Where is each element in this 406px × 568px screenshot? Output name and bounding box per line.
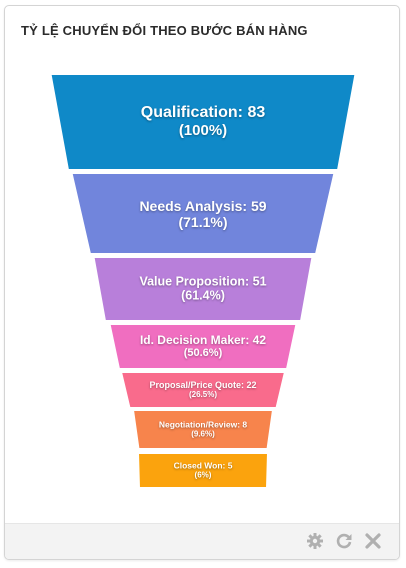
funnel-segment[interactable]: [92, 256, 314, 322]
segment-name-value: Qualification: 83: [140, 104, 266, 122]
segment-name-value: Id. Decision Maker: 42: [139, 332, 267, 347]
funnel-widget: TỶ LỆ CHUYỂN ĐỔI THEO BƯỚC BÁN HÀNG Qual…: [4, 5, 400, 560]
segment-percent: (50.6%): [183, 347, 223, 360]
funnel-segment-label: Id. Decision Maker: 42 (50.6%): [139, 332, 267, 360]
funnel-segment[interactable]: [49, 73, 357, 171]
segment-name-value: Closed Won: 5: [173, 460, 233, 471]
funnel-segment-label: Needs Analysis: 59 (71.1%): [139, 197, 266, 229]
segment-percent: (26.5%): [188, 390, 218, 400]
segment-name-value: Needs Analysis: 59: [139, 197, 267, 214]
widget-footer: [5, 523, 399, 559]
funnel-segment[interactable]: [70, 172, 336, 255]
segment-name-value: Proposal/Price Quote: 22: [149, 380, 257, 391]
segment-name-value: Value Proposition: 51: [139, 274, 267, 289]
funnel-segment[interactable]: [108, 323, 298, 370]
segment-percent: (9.6%): [191, 429, 215, 439]
refresh-icon[interactable]: [335, 532, 353, 550]
funnel-segment[interactable]: [131, 409, 275, 450]
gear-icon[interactable]: [306, 532, 324, 550]
funnel-segment-label: Proposal/Price Quote: 22 (26.5%): [149, 380, 256, 400]
widget-title: TỶ LỆ CHUYỂN ĐỔI THEO BƯỚC BÁN HÀNG: [21, 23, 308, 38]
funnel-segment[interactable]: [136, 452, 270, 489]
funnel-segment-label: Closed Won: 5 (6%): [173, 460, 233, 480]
close-icon[interactable]: [364, 532, 382, 550]
segment-percent: (6%): [194, 470, 212, 480]
segment-percent: (100%): [178, 122, 228, 140]
funnel-chart: [49, 73, 357, 489]
funnel-segment[interactable]: [119, 371, 287, 409]
funnel-segment-label: Value Proposition: 51 (61.4%): [139, 275, 266, 304]
segment-percent: (71.1%): [178, 213, 228, 230]
segment-percent: (61.4%): [181, 289, 225, 303]
segment-name-value: Negotiation/Review: 8: [158, 419, 248, 430]
funnel-segment-label: Negotiation/Review: 8 (9.6%): [158, 419, 248, 439]
funnel-segment-label: Qualification: 83 (100%): [141, 104, 265, 140]
